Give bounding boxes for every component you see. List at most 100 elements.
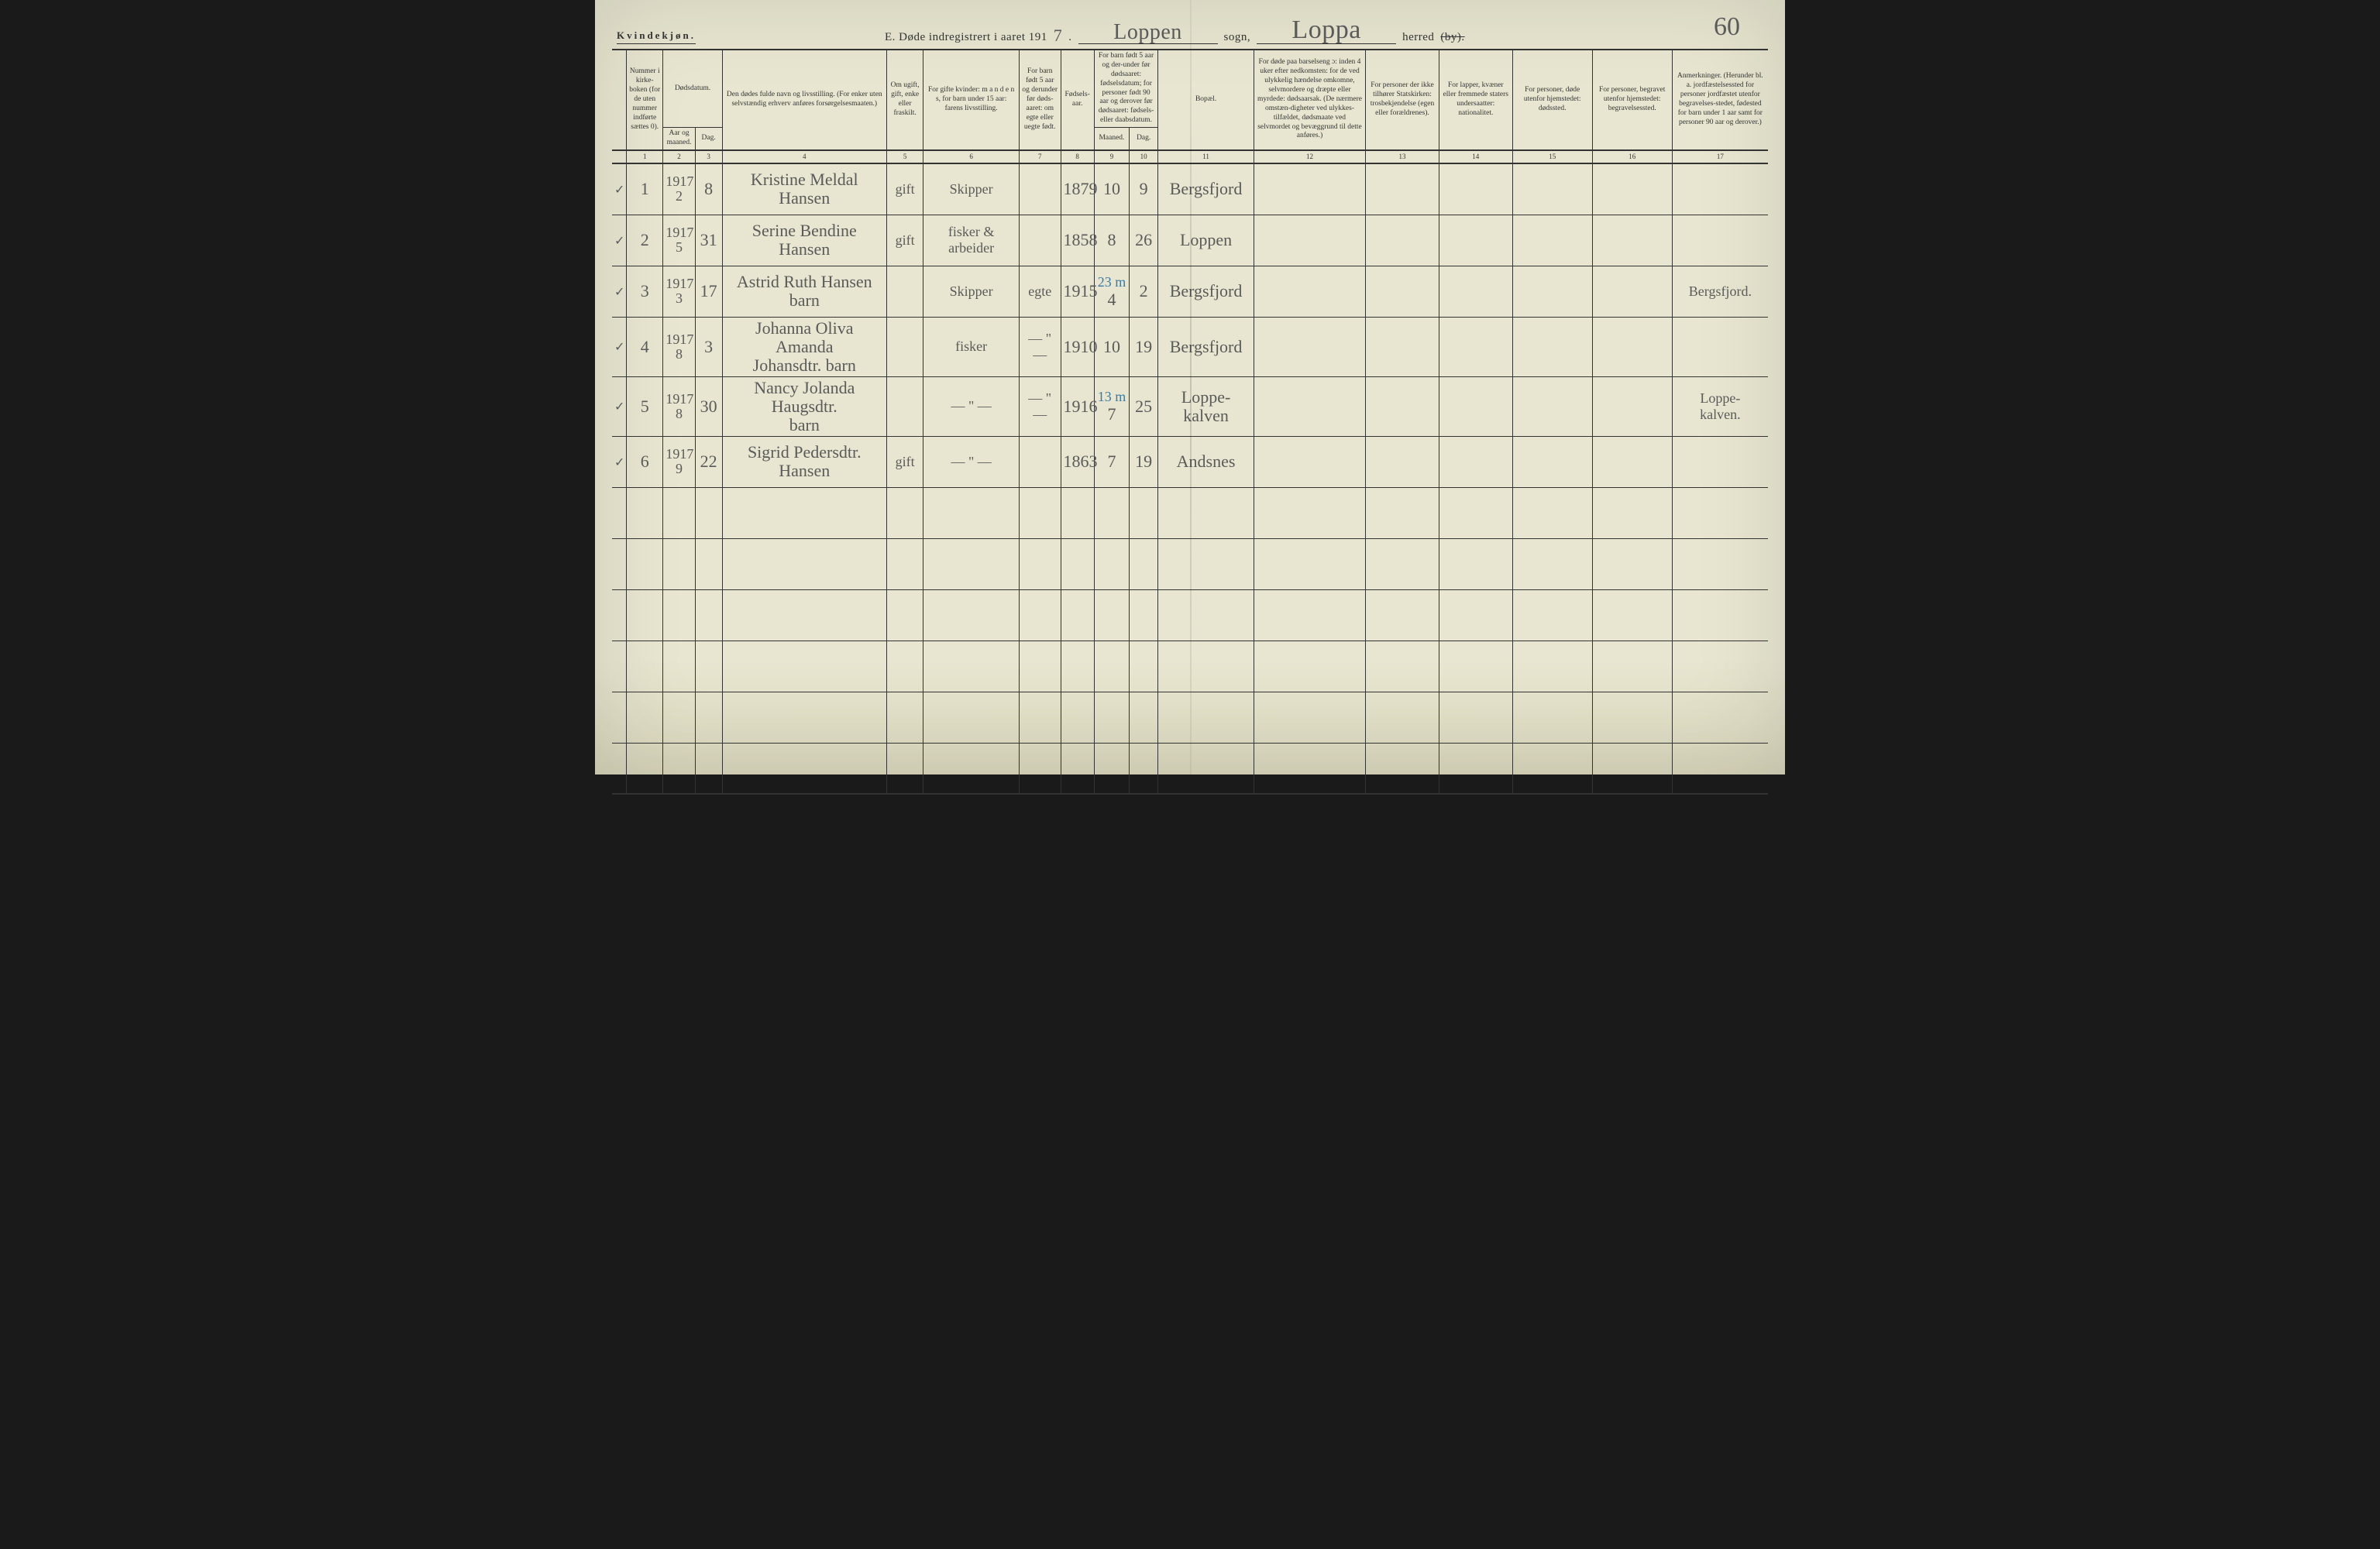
cell-blank xyxy=(1439,538,1512,589)
cell xyxy=(1512,376,1592,436)
cell: 19175 xyxy=(663,215,695,266)
cell-blank xyxy=(1592,538,1672,589)
sogn-value: Loppen xyxy=(1078,22,1218,44)
cell: gift xyxy=(886,163,923,215)
cell-blank xyxy=(1019,487,1061,538)
cell xyxy=(1254,376,1365,436)
cell-blank xyxy=(1439,641,1512,692)
cell: 26 xyxy=(1130,215,1158,266)
cell-blank xyxy=(1592,692,1672,743)
header-line: Kvindekjøn. E. Døde indregistrert i aare… xyxy=(617,17,1763,44)
cell-blank xyxy=(722,589,886,641)
cell-blank xyxy=(1094,589,1129,641)
cell xyxy=(1512,317,1592,376)
herred-value: Loppa xyxy=(1257,17,1396,44)
cell-blank xyxy=(923,538,1020,589)
cell: — " — xyxy=(1019,317,1061,376)
colnum: 13 xyxy=(1366,150,1439,163)
cell-blank xyxy=(923,641,1020,692)
cell: fisker xyxy=(923,317,1020,376)
cell-blank xyxy=(612,538,627,589)
cell: 10 xyxy=(1094,163,1129,215)
colnum: 12 xyxy=(1254,150,1365,163)
cell xyxy=(1254,163,1365,215)
cell xyxy=(1019,163,1061,215)
cell: ✓ xyxy=(612,436,627,487)
cell-blank xyxy=(1512,538,1592,589)
cell: Johanna Oliva AmandaJohansdtr. barn xyxy=(722,317,886,376)
cell: ✓ xyxy=(612,317,627,376)
cell-blank xyxy=(1061,538,1094,589)
cell xyxy=(1439,163,1512,215)
cell xyxy=(1672,215,1768,266)
cell-blank xyxy=(1254,743,1365,794)
cell-blank xyxy=(1130,743,1158,794)
cell-blank xyxy=(1592,589,1672,641)
cell-blank xyxy=(1366,692,1439,743)
col14-head: For lapper, kvæner eller fremmede stater… xyxy=(1439,50,1512,150)
colnum: 9 xyxy=(1094,150,1129,163)
cell xyxy=(1672,317,1768,376)
cell-blank xyxy=(695,538,722,589)
col2b-head: Dag. xyxy=(695,128,722,150)
col2a-head: Aar og maaned. xyxy=(663,128,695,150)
cell xyxy=(1254,266,1365,317)
cell-blank xyxy=(1439,692,1512,743)
cell: 13 m7 xyxy=(1094,376,1129,436)
cell-blank xyxy=(722,743,886,794)
cell: — " — xyxy=(923,376,1020,436)
cell-blank xyxy=(1439,589,1512,641)
colnum: 6 xyxy=(923,150,1020,163)
cell: ✓ xyxy=(612,163,627,215)
cell: 3 xyxy=(627,266,663,317)
cell: 1858 xyxy=(1061,215,1094,266)
cell xyxy=(1366,436,1439,487)
cell xyxy=(1019,436,1061,487)
cell-blank xyxy=(1672,487,1768,538)
cell-blank xyxy=(886,589,923,641)
herred-label: herred xyxy=(1402,31,1434,44)
cell-blank xyxy=(886,641,923,692)
col6-head: For gifte kvinder: m a n d e n s, for ba… xyxy=(923,50,1020,150)
sogn-label: sogn, xyxy=(1224,31,1251,44)
cell-blank xyxy=(1094,538,1129,589)
cell xyxy=(1592,215,1672,266)
cell: Bergsfjord xyxy=(1158,317,1254,376)
cell: 19178 xyxy=(663,376,695,436)
cell: 23 m4 xyxy=(1094,266,1129,317)
cell-blank xyxy=(1158,692,1254,743)
cell-blank xyxy=(1439,487,1512,538)
col-check-head xyxy=(612,50,627,150)
cell xyxy=(1366,215,1439,266)
cell-blank xyxy=(1061,743,1094,794)
cell: 7 xyxy=(1094,436,1129,487)
cell-blank xyxy=(1512,692,1592,743)
cell: 19 xyxy=(1130,317,1158,376)
cell xyxy=(1254,317,1365,376)
cell-blank xyxy=(1439,743,1512,794)
colnum: 15 xyxy=(1512,150,1592,163)
cell-blank xyxy=(1254,589,1365,641)
cell-blank xyxy=(1512,487,1592,538)
cell: ✓ xyxy=(612,215,627,266)
cell: 17 xyxy=(695,266,722,317)
cell: Skipper xyxy=(923,163,1020,215)
cell: gift xyxy=(886,436,923,487)
cell: 31 xyxy=(695,215,722,266)
cell-blank xyxy=(612,487,627,538)
cell-blank xyxy=(722,487,886,538)
cell-blank xyxy=(1158,487,1254,538)
cell-blank xyxy=(1019,538,1061,589)
col15-head: For personer, døde utenfor hjemstedet: d… xyxy=(1512,50,1592,150)
cell: Bergsfjord xyxy=(1158,266,1254,317)
cell: 19 xyxy=(1130,436,1158,487)
cell-blank xyxy=(663,589,695,641)
cell-blank xyxy=(1130,589,1158,641)
cell-blank xyxy=(1019,589,1061,641)
by-struck: (by). xyxy=(1440,31,1464,44)
cell-blank xyxy=(1672,743,1768,794)
cell-blank xyxy=(627,743,663,794)
cell: gift xyxy=(886,215,923,266)
cell: 6 xyxy=(627,436,663,487)
cell xyxy=(1592,163,1672,215)
